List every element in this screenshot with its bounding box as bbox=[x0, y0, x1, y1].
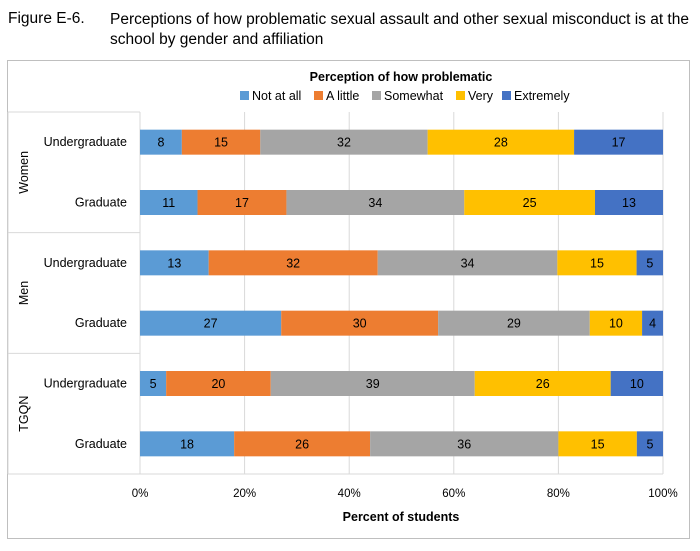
legend-swatch bbox=[456, 91, 465, 100]
x-tick-label: 80% bbox=[547, 488, 570, 500]
bar-segment bbox=[197, 190, 287, 215]
data-label: 36 bbox=[457, 437, 471, 451]
data-label: 10 bbox=[630, 377, 644, 391]
data-label: 17 bbox=[612, 136, 626, 150]
x-tick-label: 100% bbox=[648, 488, 677, 500]
bar-segment bbox=[636, 431, 663, 457]
bar-segment bbox=[589, 310, 643, 336]
x-tick-label: 40% bbox=[338, 488, 361, 500]
bar-segment bbox=[281, 310, 439, 336]
group-dividers: Women Men TGQN bbox=[7, 111, 663, 475]
bar-segment bbox=[558, 431, 637, 457]
legend-label: A little bbox=[326, 89, 359, 103]
bar-segment bbox=[595, 190, 663, 215]
figure-number: Figure E-6. bbox=[8, 10, 85, 27]
bar-segment bbox=[140, 250, 209, 276]
legend-swatch bbox=[372, 91, 381, 100]
data-label: 15 bbox=[214, 136, 228, 150]
data-label: 17 bbox=[235, 196, 249, 210]
category-label: Graduate bbox=[75, 316, 127, 330]
data-label: 39 bbox=[366, 377, 380, 391]
group-label: Men bbox=[17, 281, 31, 305]
data-label: 15 bbox=[591, 437, 605, 451]
bar-segment bbox=[574, 129, 663, 155]
data-label: 28 bbox=[494, 136, 508, 150]
group-label: TGQN bbox=[17, 396, 31, 432]
category-label: Undergraduate bbox=[44, 377, 127, 391]
legend-label: Very bbox=[468, 89, 494, 103]
data-label: 11 bbox=[162, 196, 175, 210]
bar-segment bbox=[474, 371, 611, 396]
legend: Not at all A little Somewhat Very Extremely bbox=[240, 89, 570, 103]
bar-segment bbox=[208, 250, 378, 276]
data-label: 29 bbox=[507, 317, 521, 331]
bar-segment bbox=[610, 371, 663, 396]
group-label: Women bbox=[17, 151, 31, 194]
data-label: 20 bbox=[211, 377, 225, 391]
data-label: 34 bbox=[368, 196, 382, 210]
category-label: Graduate bbox=[75, 437, 127, 451]
legend-swatch bbox=[240, 91, 249, 100]
bar-segment bbox=[166, 371, 271, 396]
bar-segment bbox=[140, 310, 282, 336]
bar-segment bbox=[427, 129, 575, 155]
data-label: 26 bbox=[295, 437, 309, 451]
bar-segment bbox=[438, 310, 590, 336]
category-label: Undergraduate bbox=[44, 135, 127, 149]
x-tick-label: 20% bbox=[233, 488, 256, 500]
data-label: 32 bbox=[337, 136, 351, 150]
figure-title: Perceptions of how problematic sexual as… bbox=[110, 11, 689, 48]
bar-segment bbox=[234, 431, 371, 457]
x-axis-title: Percent of students bbox=[343, 510, 460, 524]
data-label: 32 bbox=[286, 256, 300, 270]
legend-swatch bbox=[502, 91, 511, 100]
bar-segment bbox=[286, 190, 465, 215]
bar-segment bbox=[181, 129, 261, 155]
gridlines bbox=[139, 112, 664, 474]
data-label: 5 bbox=[646, 256, 653, 270]
bar-segment bbox=[642, 310, 663, 336]
data-label: 5 bbox=[646, 437, 653, 451]
data-label: 34 bbox=[461, 256, 475, 270]
data-label: 30 bbox=[353, 317, 367, 331]
bar-segment bbox=[140, 190, 198, 215]
category-label: Undergraduate bbox=[44, 256, 127, 270]
data-label: 26 bbox=[536, 377, 550, 391]
bar-segment bbox=[464, 190, 596, 215]
bar-segment bbox=[140, 129, 182, 155]
data-label: 13 bbox=[622, 196, 636, 210]
data-label: 13 bbox=[167, 256, 181, 270]
data-label: 27 bbox=[204, 317, 218, 331]
legend-title: Perception of how problematic bbox=[310, 70, 493, 84]
x-tick-label: 60% bbox=[442, 488, 465, 500]
x-axis-ticks: 0% 20% 40% 60% 80% 100% bbox=[132, 488, 678, 500]
legend-swatch bbox=[314, 91, 323, 100]
legend-label: Somewhat bbox=[384, 89, 444, 103]
legend-label: Extremely bbox=[514, 89, 570, 103]
bar-segment bbox=[270, 371, 475, 396]
category-label: Graduate bbox=[75, 196, 127, 210]
bars: Undergraduate 8 15 32 28 17 Graduate 11 17 34 25 13… bbox=[44, 129, 663, 457]
data-label: 5 bbox=[150, 377, 157, 391]
legend-label: Not at all bbox=[252, 89, 301, 103]
x-tick-label: 0% bbox=[132, 488, 149, 500]
data-label: 18 bbox=[180, 437, 194, 451]
data-label: 10 bbox=[609, 317, 623, 331]
data-label: 15 bbox=[590, 256, 604, 270]
data-label: 25 bbox=[523, 196, 537, 210]
bar-segment bbox=[140, 371, 167, 396]
data-label: 8 bbox=[157, 136, 164, 150]
bar-segment bbox=[377, 250, 558, 276]
bar-segment bbox=[260, 129, 428, 155]
bar-segment bbox=[557, 250, 637, 276]
bar-segment bbox=[370, 431, 559, 457]
data-label: 4 bbox=[649, 317, 656, 331]
bar-segment bbox=[636, 250, 663, 276]
bar-segment bbox=[140, 431, 235, 457]
